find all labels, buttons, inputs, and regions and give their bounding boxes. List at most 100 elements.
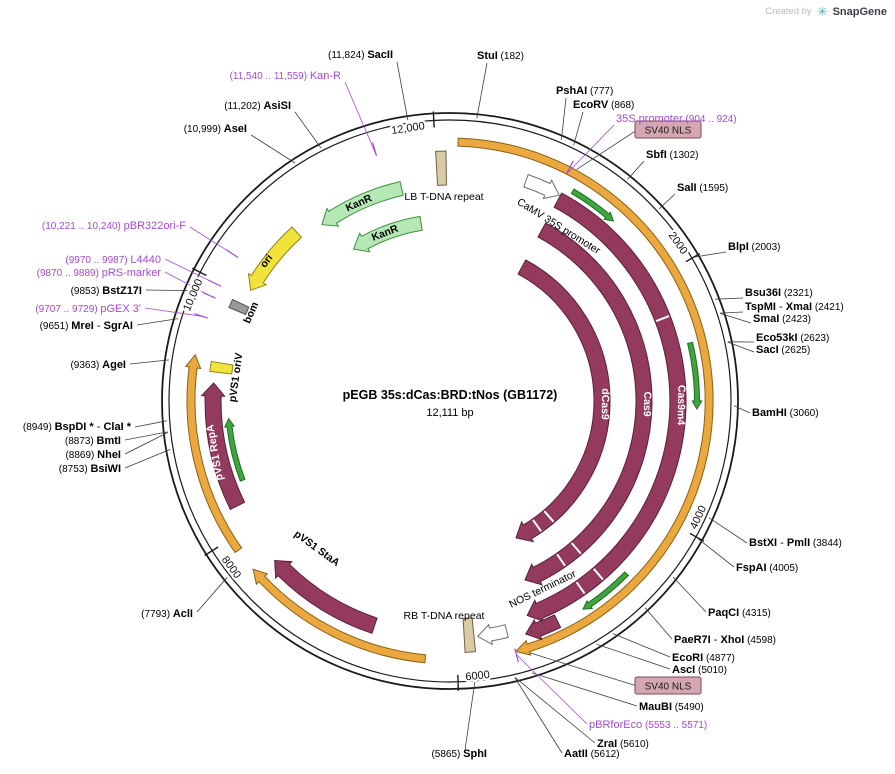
- snapgene-logo-icon: ✳: [817, 5, 828, 18]
- leader-line: [516, 655, 587, 725]
- site-label-aatii: AatII (5612): [564, 748, 620, 760]
- site-label-pbrforeco: pBRforEco (5553 .. 5571): [589, 719, 707, 731]
- site-label-saci: SacI (2625): [756, 344, 810, 356]
- feature-label-lb-t-dna-repeat: LB T-DNA repeat: [404, 191, 483, 203]
- site-label-35s-promoter: 35S promoter (904 .. 924): [616, 113, 737, 125]
- site-label-ecorv: EcoRV (868): [573, 99, 634, 111]
- site-label-pgex-3-: (9707 .. 9729) pGEX 3': [35, 303, 141, 315]
- plasmid-title-block: pEGB 35s:dCas:BRD:tNos (GB1172) 12,111 bp: [343, 388, 558, 419]
- site-label-bspdi-: (8949) BspDI * - ClaI *: [23, 421, 132, 433]
- leader-line: [197, 577, 227, 612]
- leader-line: [613, 634, 670, 657]
- site-label-paqci: PaqCI (4315): [708, 607, 771, 619]
- site-label-sphi: (5865) SphI: [431, 748, 487, 760]
- leader-line: [130, 360, 169, 364]
- leader-line: [561, 98, 566, 140]
- feature-green-arc-2: [688, 342, 702, 409]
- created-by-text: Created by: [765, 6, 811, 17]
- axis-tick-label: 6000: [465, 669, 491, 683]
- site-label-sbfi: SbfI (1302): [646, 149, 698, 161]
- leader-line: [165, 259, 216, 284]
- site-label-blpi: BlpI (2003): [728, 241, 780, 253]
- nls-label-text: SV40 NLS: [645, 682, 692, 693]
- leader-line: [709, 518, 747, 543]
- site-label-asei: (10,999) AseI: [184, 123, 247, 135]
- plasmid-title: pEGB 35s:dCas:BRD:tNos (GB1172): [343, 388, 558, 402]
- site-label-bamhi: BamHI (3060): [752, 407, 819, 419]
- site-label-bstz17i: (9853) BstZ17I: [71, 285, 142, 297]
- site-label-nhei: (8869) NheI: [65, 449, 121, 461]
- leader-line: [295, 112, 321, 148]
- feature-label-cas9m4: Cas9m4: [675, 385, 688, 426]
- site-label-l4440: (9970 .. 9987) L4440: [65, 254, 161, 266]
- leader-line: [125, 449, 170, 468]
- nls-label-text: SV40 NLS: [645, 126, 692, 137]
- leader-line: [397, 62, 408, 120]
- feature-label-bom: bom: [241, 300, 261, 325]
- feature-label-rb-t-dna-repeat: RB T-DNA repeat: [404, 610, 485, 622]
- site-label-tspmi: TspMI - XmaI (2421): [745, 301, 844, 313]
- leader-line: [673, 577, 706, 612]
- axis-tick-label: 2000: [666, 230, 690, 257]
- leader-line: [146, 290, 188, 291]
- site-label-bsiwi: (8753) BsiWI: [59, 463, 121, 475]
- site-label-sacii: (11,824) SacII: [328, 49, 393, 61]
- leader-line: [477, 63, 487, 118]
- feature-ori: [248, 227, 301, 290]
- leader-line: [734, 406, 750, 413]
- leader-line: [577, 130, 637, 169]
- feature-pvs1-staa: [275, 561, 377, 634]
- site-label-asisi: (11,202) AsiSI: [224, 100, 291, 112]
- feature-label-pvs1-staa: pVS1 StaA: [292, 528, 342, 569]
- leader-line: [659, 194, 675, 209]
- site-label-smai: SmaI (2423): [753, 313, 811, 325]
- site-label-maubi: MauBI (5490): [639, 701, 704, 713]
- axis-tick: [433, 112, 434, 128]
- site-label-bmti: (8873) BmtI: [65, 435, 121, 447]
- site-labels: StuI (182) PshAI (777) EcoRV (868) 35S prom…: [23, 49, 844, 760]
- leader-line: [645, 608, 672, 639]
- leader-line: [574, 112, 583, 145]
- feature-camv-35s-promoter: [524, 175, 559, 199]
- feature-label-dcas9: dCas9: [599, 388, 612, 420]
- site-label-mrei: (9651) MreI - SgrAI: [40, 320, 133, 332]
- feature-pvs1-oriv: [210, 361, 233, 374]
- primer-ticks: [195, 142, 574, 662]
- site-label-sali: SalI (1595): [677, 182, 728, 194]
- leader-line: [720, 313, 751, 323]
- leader-line: [532, 673, 637, 706]
- feature-label-cas9: Cas9: [641, 391, 653, 416]
- feature-label-pvs1-oriv: pVS1 oriV: [227, 352, 246, 403]
- site-label-pbr322ori-f: (10,221 .. 10,240) pBR322ori-F: [42, 220, 186, 232]
- axis-tick-label: 12,000: [391, 120, 426, 137]
- site-label-bstxi: BstXI - PmlI (3844): [749, 537, 842, 549]
- feature-rb-t-dna-repeat: [463, 618, 475, 653]
- site-label-fspai: FspAI (4005): [736, 562, 798, 574]
- feature-lb-t-dna-repeat: [436, 151, 447, 185]
- site-label-paer7i: PaeR7I - XhoI (4598): [674, 634, 776, 646]
- leader-line: [515, 678, 562, 754]
- leader-line: [345, 82, 377, 156]
- plasmid-length: 12,111 bp: [426, 407, 473, 419]
- site-label-ecori: EcoRI (4877): [672, 652, 735, 664]
- leader-line: [515, 677, 595, 743]
- leader-line: [728, 342, 754, 352]
- site-label-acli: (7793) AclI: [141, 608, 193, 620]
- watermark: Created by ✳ SnapGene: [765, 5, 887, 18]
- site-label-kan-r: (11,540 .. 11,559) Kan-R: [230, 70, 341, 82]
- leader-line: [530, 653, 637, 686]
- leader-line: [251, 135, 295, 163]
- site-label-asci: AscI (5010): [672, 664, 727, 676]
- site-label-stui: StuI (182): [477, 50, 524, 62]
- snapgene-brand-text: SnapGene: [833, 6, 887, 18]
- feature-rb-white-arrow: [478, 625, 509, 645]
- site-label-pshai: PshAI (777): [556, 85, 613, 97]
- leader-line: [628, 161, 644, 179]
- site-label-agei: (9363) AgeI: [70, 359, 126, 371]
- leader-line: [135, 421, 167, 427]
- site-label-bsu36i: Bsu36I (2321): [745, 287, 813, 299]
- site-label-eco53ki: Eco53kI (2623): [756, 332, 829, 344]
- leader-line: [698, 539, 734, 567]
- site-label-prs-marker: (9870 .. 9889) pRS-marker: [37, 267, 162, 279]
